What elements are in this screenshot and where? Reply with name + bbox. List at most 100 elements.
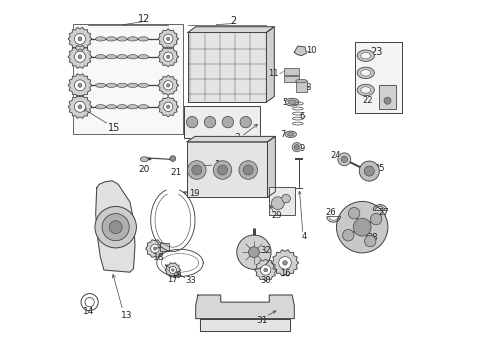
Circle shape	[78, 105, 82, 109]
Text: 12: 12	[138, 14, 150, 23]
Ellipse shape	[140, 157, 148, 162]
Text: 4: 4	[301, 232, 307, 241]
Circle shape	[353, 218, 371, 236]
Ellipse shape	[288, 132, 294, 136]
Circle shape	[248, 247, 259, 257]
Circle shape	[338, 153, 351, 166]
Text: 15: 15	[108, 123, 121, 133]
Polygon shape	[271, 250, 298, 276]
Circle shape	[167, 84, 170, 87]
Polygon shape	[158, 75, 178, 95]
Ellipse shape	[139, 37, 148, 41]
Polygon shape	[68, 45, 92, 68]
Text: 18: 18	[153, 253, 164, 262]
Text: 2: 2	[230, 16, 237, 26]
Circle shape	[359, 161, 379, 181]
Text: 26: 26	[325, 208, 336, 217]
Text: 20: 20	[139, 165, 150, 174]
Polygon shape	[187, 136, 275, 142]
Circle shape	[188, 161, 206, 179]
Ellipse shape	[128, 105, 138, 109]
Circle shape	[282, 194, 291, 203]
Circle shape	[167, 55, 170, 58]
Polygon shape	[268, 136, 275, 197]
Ellipse shape	[96, 83, 106, 87]
Polygon shape	[68, 27, 92, 50]
Circle shape	[150, 244, 159, 253]
Circle shape	[164, 52, 173, 62]
Bar	[379, 85, 396, 109]
Text: 1: 1	[215, 160, 221, 170]
Circle shape	[283, 261, 287, 265]
Ellipse shape	[288, 100, 296, 104]
Text: 11: 11	[269, 69, 279, 78]
Bar	[73, 24, 183, 134]
Ellipse shape	[296, 79, 307, 83]
Polygon shape	[200, 319, 290, 331]
Circle shape	[264, 268, 268, 272]
Ellipse shape	[128, 55, 138, 59]
Circle shape	[218, 165, 227, 175]
Circle shape	[213, 161, 232, 179]
Text: 32: 32	[260, 246, 271, 255]
Circle shape	[74, 101, 85, 112]
Text: 25: 25	[375, 164, 385, 173]
Circle shape	[204, 116, 216, 128]
Text: 23: 23	[370, 47, 383, 57]
Text: 19: 19	[171, 271, 182, 280]
Circle shape	[95, 206, 136, 248]
Text: 19: 19	[189, 189, 199, 198]
Ellipse shape	[361, 69, 371, 76]
Circle shape	[167, 105, 170, 108]
Circle shape	[74, 51, 85, 62]
Circle shape	[365, 235, 376, 247]
Text: 28: 28	[368, 233, 378, 242]
Circle shape	[74, 80, 85, 91]
Ellipse shape	[106, 55, 117, 59]
Circle shape	[294, 145, 299, 150]
Circle shape	[337, 202, 388, 253]
Circle shape	[74, 33, 85, 44]
Bar	[184, 107, 260, 138]
Polygon shape	[158, 47, 178, 67]
Circle shape	[240, 116, 251, 128]
Circle shape	[164, 34, 173, 44]
Polygon shape	[158, 97, 178, 117]
Polygon shape	[68, 74, 92, 97]
Circle shape	[384, 97, 391, 104]
Bar	[284, 68, 298, 75]
Text: 31: 31	[256, 315, 268, 324]
Circle shape	[237, 235, 271, 269]
Bar	[284, 76, 298, 82]
Text: 24: 24	[330, 151, 341, 160]
Text: 30: 30	[260, 276, 271, 285]
Circle shape	[102, 213, 129, 241]
Bar	[187, 142, 268, 197]
Circle shape	[222, 116, 234, 128]
Circle shape	[109, 221, 122, 234]
Bar	[160, 243, 169, 251]
Bar	[296, 81, 307, 93]
Circle shape	[239, 161, 258, 179]
Text: 29: 29	[271, 211, 282, 220]
Ellipse shape	[117, 105, 127, 109]
Circle shape	[167, 37, 170, 41]
Text: 17: 17	[168, 275, 178, 284]
Text: 8: 8	[305, 83, 311, 92]
Text: 3: 3	[234, 133, 240, 142]
Ellipse shape	[117, 55, 127, 59]
Ellipse shape	[285, 131, 296, 138]
Ellipse shape	[117, 37, 127, 41]
Text: 14: 14	[83, 307, 94, 316]
Polygon shape	[255, 259, 277, 281]
Text: 22: 22	[363, 96, 373, 105]
Circle shape	[78, 37, 82, 41]
Circle shape	[343, 229, 354, 241]
Ellipse shape	[96, 37, 106, 41]
Circle shape	[78, 83, 82, 87]
Bar	[355, 42, 402, 113]
Polygon shape	[196, 295, 294, 319]
Circle shape	[364, 166, 374, 176]
Text: 10: 10	[306, 46, 317, 55]
Bar	[270, 187, 295, 215]
